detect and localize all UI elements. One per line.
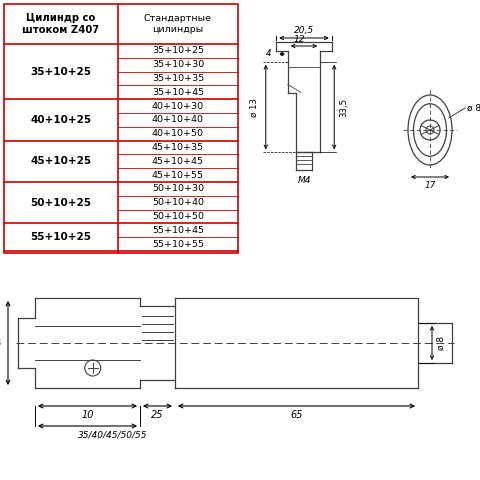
Text: 4: 4 [265,49,271,59]
Text: 65: 65 [290,410,303,420]
Text: 35+10+30: 35+10+30 [152,60,204,69]
Text: 45+10+35: 45+10+35 [152,143,204,152]
Text: 55+10+45: 55+10+45 [152,226,204,235]
Text: 17: 17 [424,180,436,190]
Text: 10: 10 [81,410,94,420]
Text: 35+10+35: 35+10+35 [152,74,204,83]
Text: 50+10+25: 50+10+25 [31,198,92,208]
Text: 20,5: 20,5 [294,26,314,36]
Text: 50+10+30: 50+10+30 [152,184,204,193]
Text: 40+10+30: 40+10+30 [152,102,204,110]
Text: ø 8: ø 8 [467,104,480,112]
Text: ø 8: ø 8 [437,336,446,350]
Text: 35+10+25: 35+10+25 [152,47,204,55]
Bar [4,4,238,253]
Text: Стандартные
цилиндры: Стандартные цилиндры [144,14,212,34]
Text: 35+10+25: 35+10+25 [31,67,92,77]
Text: 55+10+25: 55+10+25 [31,232,92,242]
Text: 45+10+45: 45+10+45 [152,157,204,166]
Text: 50+10+50: 50+10+50 [152,212,204,221]
Text: ø 13: ø 13 [249,97,258,117]
Text: 45+10+25: 45+10+25 [30,156,92,166]
Text: Цилиндр со
штоком Z407: Цилиндр со штоком Z407 [23,13,99,35]
Text: M4: M4 [297,176,311,185]
Text: 40+10+40: 40+10+40 [152,115,204,124]
Text: 55+10+55: 55+10+55 [152,240,204,249]
Text: 45+10+55: 45+10+55 [152,170,204,180]
Text: 35+10+45: 35+10+45 [152,88,204,97]
Text: 33: 33 [0,338,2,348]
Text: 12: 12 [293,36,305,45]
Text: 40+10+25: 40+10+25 [30,115,92,125]
Text: 50+10+40: 50+10+40 [152,198,204,207]
Text: 25: 25 [151,410,164,420]
Text: 40+10+50: 40+10+50 [152,129,204,138]
Text: 35/40/45/50/55: 35/40/45/50/55 [78,431,147,440]
Text: 33,5: 33,5 [340,97,348,117]
